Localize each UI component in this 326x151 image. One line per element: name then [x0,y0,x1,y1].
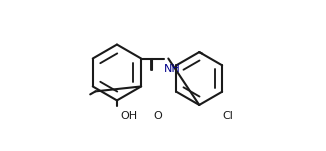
Text: NH: NH [163,64,180,74]
Text: Cl: Cl [223,111,233,121]
Text: O: O [153,111,162,121]
Text: OH: OH [121,111,138,121]
